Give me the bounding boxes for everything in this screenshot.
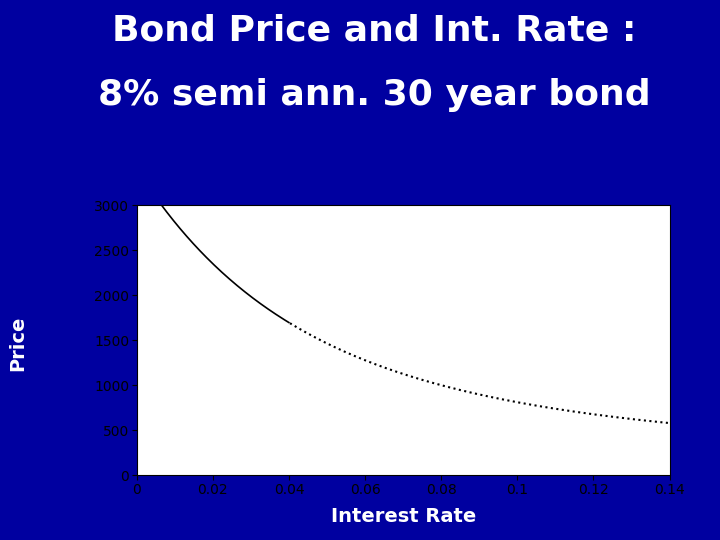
Text: Bond Price and Int. Rate :: Bond Price and Int. Rate :	[112, 14, 636, 48]
Text: Interest Rate: Interest Rate	[330, 508, 476, 526]
Text: 8% semi ann. 30 year bond: 8% semi ann. 30 year bond	[98, 78, 651, 112]
Text: Price: Price	[9, 315, 27, 370]
